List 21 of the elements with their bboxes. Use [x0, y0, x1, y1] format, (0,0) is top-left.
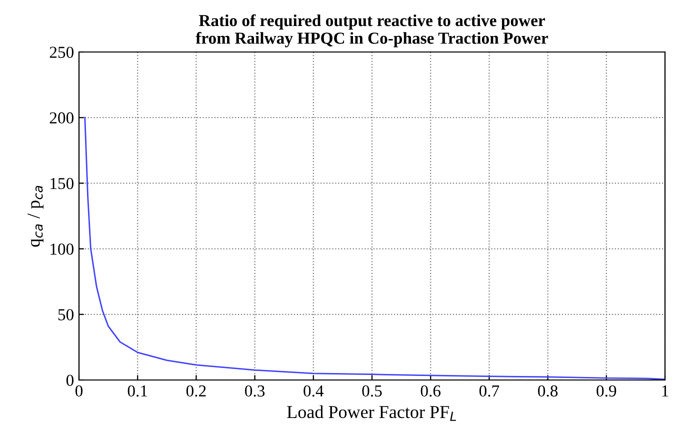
x-tick-label: 1	[662, 385, 668, 396]
chart-title: Ratio of required output reactive to active power from Railway HPQC in Co-phase Traction Power	[196, 14, 548, 48]
x-tick-label: 0	[75, 385, 83, 397]
y-tick-label: 200	[50, 112, 74, 124]
y-axis-title: q$_{ca}$ / p$_{ca}$	[28, 186, 44, 247]
y-tick-label: 0	[66, 374, 74, 386]
x-tick-label: 0.9	[596, 385, 616, 397]
x-tick-label: 0.6	[420, 385, 441, 397]
y-tick-label: 250	[50, 46, 74, 58]
y-tick-label: 150	[50, 178, 74, 190]
y-tick-label: 50	[58, 309, 74, 320]
x-tick-label: 0.8	[538, 385, 558, 397]
x-tick-label: 0.2	[186, 385, 206, 397]
x-tick-label: 0.4	[304, 385, 324, 397]
x-tick-label: 0.5	[362, 385, 382, 397]
line-series	[84, 116, 665, 380]
x-axis-title: Load Power Factor PF$_{L}$	[287, 405, 456, 421]
x-tick-label: 0.3	[245, 385, 265, 397]
x-tick-label: 0.7	[479, 385, 500, 397]
y-tick-label: 100	[50, 244, 74, 255]
x-tick-label: 0.1	[128, 385, 148, 397]
